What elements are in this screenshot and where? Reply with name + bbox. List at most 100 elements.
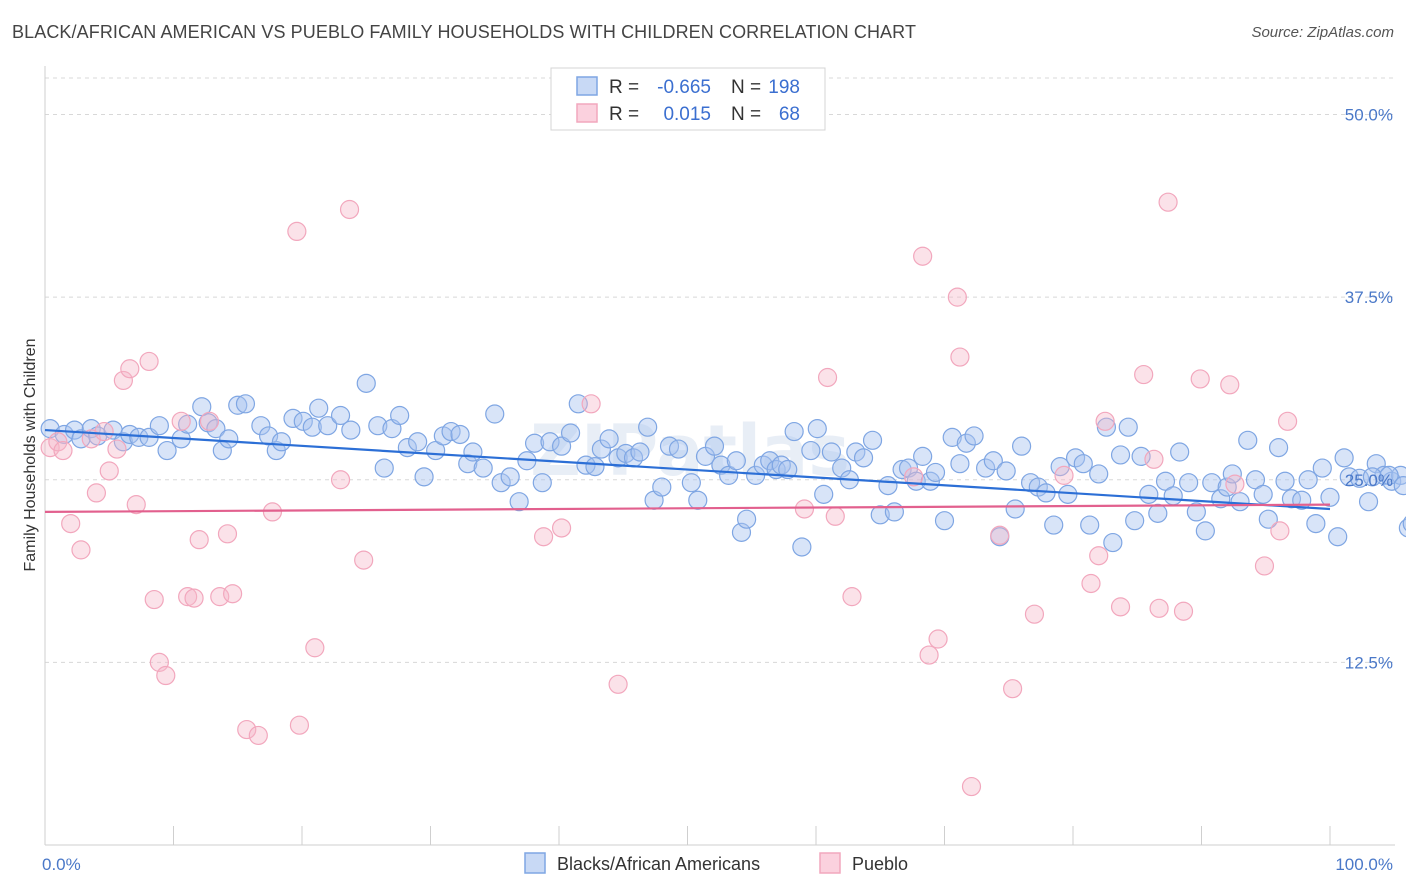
blacks-point-29 xyxy=(309,398,329,418)
source-label: Source: ZipAtlas.com xyxy=(1251,24,1394,41)
blacks-point-57 xyxy=(560,423,581,443)
blacks-point-159 xyxy=(1328,527,1348,547)
blacks-point-32 xyxy=(341,420,361,440)
blacks-point-22 xyxy=(251,416,271,436)
blacks-point-116 xyxy=(1005,499,1025,519)
blacks-point-107 xyxy=(934,511,955,531)
blacks-point-97 xyxy=(862,430,883,450)
blacks-point-153 xyxy=(1281,489,1302,509)
blacks-point-92 xyxy=(821,442,842,462)
blacks-point-17 xyxy=(206,419,226,439)
pueblo-point-60 xyxy=(1158,192,1178,212)
legend-n-value-1: 198 xyxy=(768,77,800,98)
blacks-point-185 xyxy=(1379,465,1399,485)
blacks-point-141 xyxy=(1195,521,1215,541)
pueblo-point-45 xyxy=(928,629,948,649)
series-pueblo-points xyxy=(40,192,1298,797)
bottom-legend-blacks: Blacks/African Americans xyxy=(557,854,760,874)
blacks-point-56 xyxy=(551,436,572,456)
pueblo-point-11 xyxy=(120,359,140,379)
blacks-point-160 xyxy=(1334,448,1354,468)
blacks-point-35 xyxy=(374,458,394,478)
blacks-point-150 xyxy=(1258,509,1278,529)
blacks-point-16 xyxy=(198,413,218,433)
bottom-legend-pueblo: Pueblo xyxy=(852,854,908,874)
blacks-point-158 xyxy=(1320,487,1340,507)
blacks-point-47 xyxy=(473,458,493,478)
blacks-trend-line xyxy=(44,428,1331,511)
blacks-point-117 xyxy=(1011,436,1032,456)
blacks-point-167 xyxy=(1391,465,1406,485)
blacks-point-73 xyxy=(688,490,708,510)
blacks-point-80 xyxy=(737,509,757,529)
blacks-point-51 xyxy=(509,492,529,512)
trend-lines xyxy=(44,428,1331,514)
blacks-point-186 xyxy=(1393,476,1406,496)
blacks-point-152 xyxy=(1275,471,1295,491)
blacks-point-127 xyxy=(1089,464,1109,484)
series-legend: Blacks/African Americans Pueblo xyxy=(524,852,908,874)
pueblo-trend-line xyxy=(44,503,1331,514)
correlation-legend: R = -0.665 N = 198 R = 0.015 N = 68 xyxy=(550,67,826,131)
blacks-point-134 xyxy=(1139,484,1159,504)
blacks-point-124 xyxy=(1065,448,1086,468)
blacks-point-20 xyxy=(228,395,248,415)
pueblo-point-12 xyxy=(126,494,146,515)
pueblo-point-31 xyxy=(339,199,360,220)
blacks-point-91 xyxy=(814,484,834,504)
blacks-point-11 xyxy=(149,416,169,436)
pueblo-point-40 xyxy=(825,506,845,526)
pueblo-point-67 xyxy=(1277,411,1298,431)
blacks-point-53 xyxy=(524,433,545,453)
blacks-point-7 xyxy=(113,432,133,452)
blacks-point-157 xyxy=(1312,458,1332,478)
pueblo-point-14 xyxy=(144,589,164,610)
pueblo-point-66 xyxy=(1270,521,1290,541)
blacks-point-137 xyxy=(1163,486,1183,506)
pueblo-point-3 xyxy=(61,513,81,534)
y-tick-label-3: 50.0% xyxy=(1345,106,1393,125)
blacks-point-140 xyxy=(1186,502,1206,522)
blacks-point-126 xyxy=(1080,515,1100,535)
blacks-point-108 xyxy=(942,427,962,447)
pueblo-point-65 xyxy=(1254,556,1275,576)
blacks-point-19 xyxy=(219,429,239,449)
blacks-point-66 xyxy=(630,442,650,462)
blacks-point-125 xyxy=(1073,454,1093,474)
legend-swatch-pueblo xyxy=(576,103,598,123)
pueblo-point-39 xyxy=(817,367,838,388)
blacks-point-44 xyxy=(450,424,470,445)
x-tick-right: 100.0% xyxy=(1335,855,1393,874)
pueblo-point-52 xyxy=(1054,465,1074,485)
pueblo-point-64 xyxy=(1225,474,1245,494)
bottom-swatch-pueblo xyxy=(819,852,841,874)
legend-swatch-blacks xyxy=(576,76,598,96)
blacks-point-81 xyxy=(746,465,766,485)
blacks-point-39 xyxy=(408,432,428,452)
blacks-point-72 xyxy=(681,473,701,493)
pueblo-point-25 xyxy=(237,719,257,740)
blacks-point-151 xyxy=(1268,438,1289,458)
pueblo-point-16 xyxy=(156,665,176,686)
blacks-point-34 xyxy=(368,416,388,436)
pueblo-point-19 xyxy=(184,588,204,608)
blacks-point-129 xyxy=(1103,532,1123,553)
blacks-point-138 xyxy=(1170,442,1190,462)
chart-title: BLACK/AFRICAN AMERICAN VS PUEBLO FAMILY … xyxy=(12,22,917,42)
legend-r-value-1: -0.665 xyxy=(657,77,711,98)
blacks-point-115 xyxy=(996,461,1016,481)
legend-n-label-2: N = xyxy=(731,104,761,125)
pueblo-point-49 xyxy=(990,525,1010,545)
blacks-point-48 xyxy=(485,404,505,424)
pueblo-point-62 xyxy=(1190,369,1210,389)
blacks-point-88 xyxy=(792,537,812,557)
pueblo-point-7 xyxy=(94,421,114,442)
blacks-point-50 xyxy=(500,467,520,487)
pueblo-point-28 xyxy=(287,221,307,241)
y-axis-label: Family Households with Children xyxy=(22,339,39,572)
y-tick-label-2: 37.5% xyxy=(1345,288,1393,307)
blacks-point-21 xyxy=(235,394,256,414)
pueblo-point-29 xyxy=(289,715,310,735)
pueblo-point-63 xyxy=(1220,375,1240,395)
blacks-point-31 xyxy=(330,405,351,426)
